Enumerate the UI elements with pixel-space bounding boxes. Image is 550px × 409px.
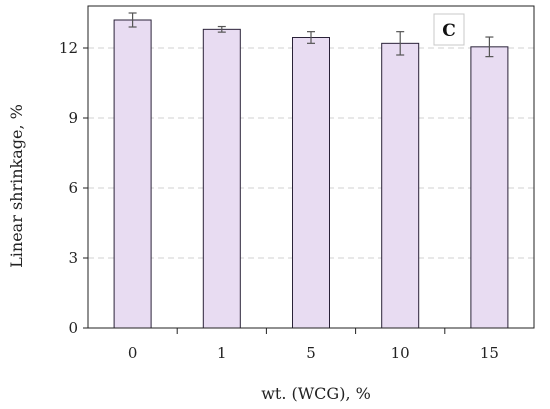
error-bars bbox=[128, 12, 494, 58]
panel-label-box: C bbox=[433, 13, 465, 46]
y-tick-label: 0 bbox=[68, 319, 78, 337]
panel-label: C bbox=[442, 21, 456, 41]
x-tick-label: 0 bbox=[128, 344, 138, 362]
y-tick-label: 12 bbox=[59, 39, 78, 57]
error-bar-5 bbox=[307, 31, 315, 44]
plot-frame bbox=[87, 5, 535, 329]
bar-10 bbox=[381, 42, 420, 329]
x-axis-ticks: 0 1 5 10 15 bbox=[128, 328, 499, 362]
bar-5 bbox=[292, 37, 330, 329]
y-axis-ticks: 0 3 6 9 12 bbox=[59, 39, 88, 337]
x-tick-label: 5 bbox=[306, 344, 316, 362]
bar-15 bbox=[470, 46, 509, 329]
panel-label-frame bbox=[433, 13, 465, 46]
bar-0 bbox=[113, 19, 152, 329]
x-tick-label: 10 bbox=[391, 344, 410, 362]
bars bbox=[113, 19, 509, 329]
y-tick-label: 6 bbox=[68, 179, 78, 197]
error-bar-0 bbox=[128, 12, 137, 28]
y-tick-label: 3 bbox=[68, 249, 78, 267]
error-bar-10 bbox=[396, 31, 405, 56]
y-tick-label: 9 bbox=[68, 109, 78, 127]
y-axis-title: Linear shrinkage, % bbox=[7, 104, 26, 268]
x-tick-label: 1 bbox=[217, 344, 227, 362]
x-axis-title: wt. (WCG), % bbox=[261, 384, 371, 403]
bar-1 bbox=[202, 28, 241, 329]
x-tick-label: 15 bbox=[480, 344, 499, 362]
error-bar-15 bbox=[485, 36, 494, 58]
error-bar-1 bbox=[217, 25, 226, 33]
